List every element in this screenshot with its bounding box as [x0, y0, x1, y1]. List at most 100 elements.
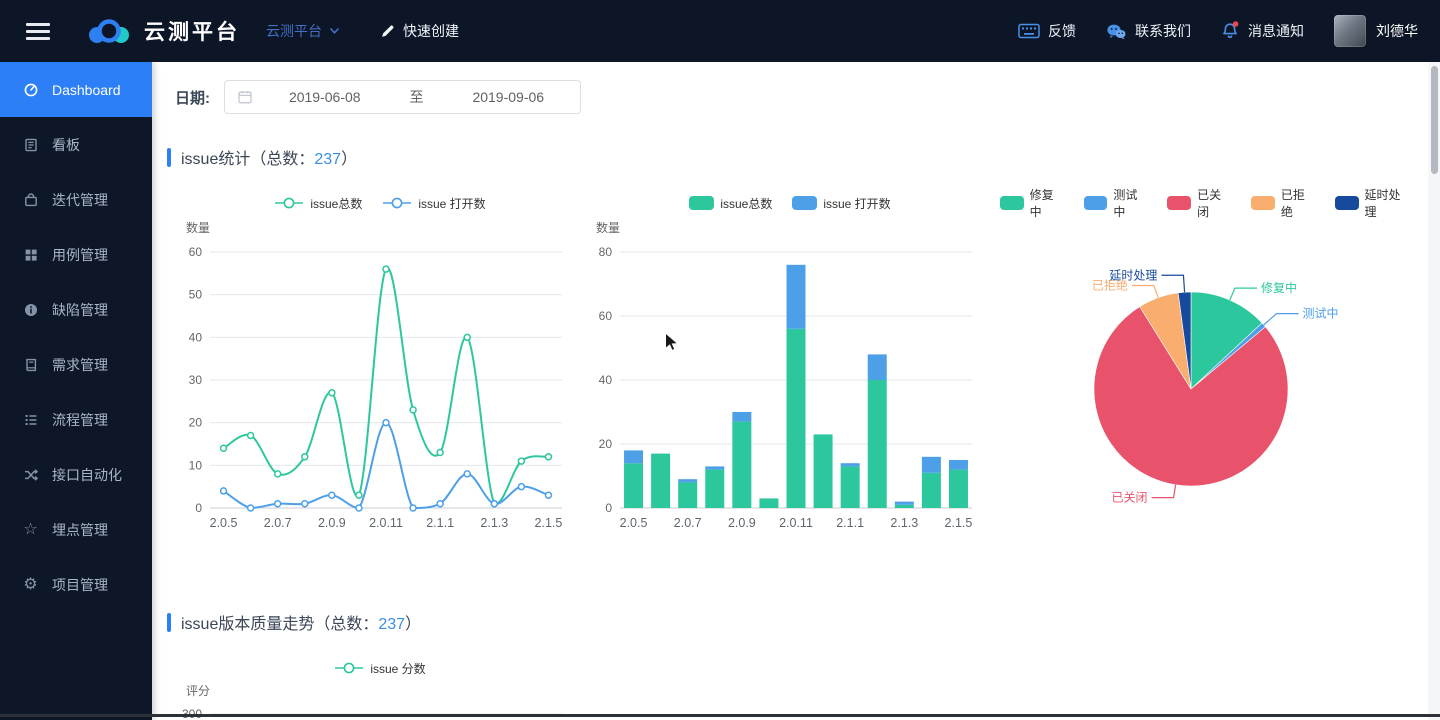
- data-point[interactable]: [382, 418, 390, 427]
- sidebar-item-requirement[interactable]: 需求管理: [0, 337, 152, 392]
- svg-text:2.1.1: 2.1.1: [426, 516, 454, 530]
- data-point[interactable]: [301, 453, 309, 461]
- username[interactable]: 刘德华: [1376, 23, 1418, 39]
- bar-segment[interactable]: [948, 460, 968, 470]
- bar-segment[interactable]: [651, 453, 671, 508]
- legend-item[interactable]: issue 打开数: [792, 195, 891, 212]
- bar-segment[interactable]: [921, 472, 941, 508]
- bar-segment[interactable]: [840, 466, 860, 508]
- legend-item[interactable]: issue 分数: [334, 660, 426, 677]
- legend-item[interactable]: 已关闭: [1167, 186, 1231, 220]
- data-point[interactable]: [436, 499, 444, 508]
- wechat-icon: [1107, 24, 1126, 39]
- scrollbar-thumb[interactable]: [1431, 66, 1438, 174]
- sidebar-item-tracking[interactable]: ☆ 埋点管理: [0, 502, 152, 557]
- bar-segment[interactable]: [624, 450, 644, 464]
- bar-segment[interactable]: [786, 264, 806, 329]
- data-point[interactable]: [273, 470, 282, 478]
- bar-segment[interactable]: [894, 501, 914, 505]
- info-icon: [22, 301, 39, 318]
- bar-segment[interactable]: [732, 421, 752, 508]
- menu-icon[interactable]: [26, 22, 50, 40]
- sidebar-item-kanban[interactable]: 看板: [0, 117, 152, 172]
- bar-segment[interactable]: [948, 469, 968, 508]
- contact-button[interactable]: 联系我们: [1106, 21, 1191, 41]
- data-point[interactable]: [544, 453, 553, 461]
- bar-segment[interactable]: [786, 328, 806, 508]
- bar-segment[interactable]: [678, 479, 698, 483]
- data-point[interactable]: [328, 491, 336, 499]
- date-range-input[interactable]: 2019-06-08 至 2019-09-06: [224, 80, 581, 114]
- pie-slice-已关闭[interactable]: [1093, 306, 1289, 487]
- bar-segment[interactable]: [705, 469, 725, 508]
- issue-bar-chart: issue总数 issue 打开数 0 20 40 60 80 数量 2.0.5 2.0.7 2.0…: [590, 192, 990, 539]
- data-point[interactable]: [301, 499, 309, 508]
- legend-item[interactable]: 延时处理: [1334, 186, 1410, 220]
- sidebar-item-usecase[interactable]: 用例管理: [0, 227, 152, 282]
- avatar[interactable]: [1334, 15, 1366, 47]
- bar-segment[interactable]: [705, 466, 725, 470]
- bar-segment[interactable]: [867, 380, 887, 508]
- data-point[interactable]: [517, 457, 526, 465]
- svg-text:评分: 评分: [186, 684, 210, 698]
- data-point[interactable]: [409, 406, 417, 414]
- legend-item[interactable]: 测试中: [1083, 186, 1148, 220]
- bar-segment[interactable]: [813, 434, 833, 508]
- list-icon: [22, 411, 39, 428]
- data-point[interactable]: [544, 491, 553, 499]
- legend-item[interactable]: issue总数: [274, 195, 362, 212]
- project-switcher[interactable]: 云测平台: [266, 21, 340, 41]
- issue-line-legend: issue总数 issue 打开数: [180, 192, 580, 214]
- data-point[interactable]: [436, 448, 444, 457]
- scrollbar-track[interactable]: [1428, 62, 1440, 720]
- svg-text:0: 0: [605, 501, 612, 515]
- data-point[interactable]: [219, 487, 228, 495]
- bar-segment[interactable]: [867, 354, 887, 380]
- data-point[interactable]: [382, 265, 390, 273]
- legend-item[interactable]: 修复中: [1000, 186, 1064, 220]
- data-point[interactable]: [355, 491, 363, 499]
- pie-label-测试中: 测试中: [1303, 306, 1339, 321]
- bar-segment[interactable]: [894, 504, 914, 508]
- svg-text:2.1.5: 2.1.5: [945, 516, 973, 530]
- data-point[interactable]: [517, 482, 526, 491]
- data-point[interactable]: [246, 504, 255, 512]
- sidebar-item-dashboard[interactable]: Dashboard: [0, 62, 152, 117]
- legend-item[interactable]: 已拒绝: [1251, 186, 1315, 220]
- bar-segment[interactable]: [732, 412, 752, 422]
- data-point[interactable]: [490, 499, 499, 508]
- line-chart[interactable]: 0 10 20 30 40 50 60 数量 2.0.5 2.0.7 2.0.9 2.0.11 2.1.…: [180, 214, 580, 534]
- bar-chart[interactable]: 0 20 40 60 80 数量 2.0.5 2.0.7 2.0.9 2.0.11 2.1.1 2.1…: [590, 214, 990, 534]
- data-point[interactable]: [328, 389, 336, 397]
- bar-segment[interactable]: [624, 463, 644, 508]
- bar-segment[interactable]: [840, 463, 860, 467]
- legend-item[interactable]: issue 打开数: [382, 195, 486, 212]
- start-date-value[interactable]: 2019-06-08: [288, 89, 361, 105]
- data-point[interactable]: [463, 333, 471, 342]
- data-point[interactable]: [463, 470, 471, 478]
- data-point[interactable]: [409, 504, 417, 512]
- data-point[interactable]: [219, 444, 228, 453]
- data-point[interactable]: [273, 499, 282, 508]
- sidebar-item-api-automation[interactable]: 接口自动化: [0, 447, 152, 502]
- sidebar-item-project[interactable]: ⚙ 项目管理: [0, 557, 152, 612]
- data-point[interactable]: [355, 504, 363, 512]
- gear-icon: ⚙: [23, 575, 38, 593]
- end-date-value[interactable]: 2019-09-06: [472, 89, 545, 105]
- legend-chip-icon: [1083, 196, 1108, 210]
- sidebar-item-process[interactable]: 流程管理: [0, 392, 152, 447]
- legend-item[interactable]: issue总数: [689, 195, 772, 212]
- notifications-button[interactable]: 消息通知: [1221, 21, 1304, 41]
- data-point[interactable]: [246, 431, 255, 440]
- bar-segment[interactable]: [678, 482, 698, 508]
- pie-slice-延时处理[interactable]: [1177, 291, 1192, 390]
- bar-segment[interactable]: [921, 456, 941, 473]
- sidebar-item-iteration[interactable]: 迭代管理: [0, 172, 152, 227]
- quick-create-button[interactable]: 快速创建: [380, 21, 459, 41]
- bar-segment[interactable]: [759, 498, 779, 508]
- feedback-button[interactable]: 反馈: [1018, 21, 1076, 41]
- sidebar-item-label: 看板: [52, 136, 80, 153]
- svg-text:2.0.11: 2.0.11: [369, 516, 403, 530]
- sidebar-item-defect[interactable]: 缺陷管理: [0, 282, 152, 337]
